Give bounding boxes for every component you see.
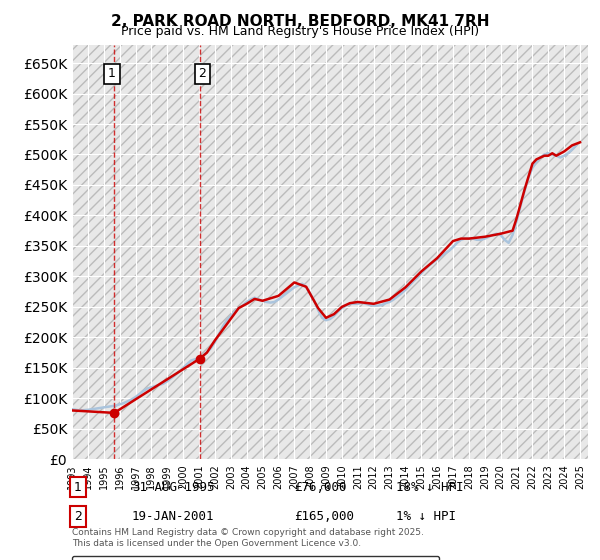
Text: 2: 2 <box>74 510 82 523</box>
Text: 19-JAN-2001: 19-JAN-2001 <box>132 510 215 523</box>
Text: 2, PARK ROAD NORTH, BEDFORD, MK41 7RH: 2, PARK ROAD NORTH, BEDFORD, MK41 7RH <box>111 14 489 29</box>
Text: 1: 1 <box>74 480 82 494</box>
Text: Price paid vs. HM Land Registry's House Price Index (HPI): Price paid vs. HM Land Registry's House … <box>121 25 479 38</box>
Text: 31-AUG-1995: 31-AUG-1995 <box>132 480 215 494</box>
Legend: 2, PARK ROAD NORTH, BEDFORD, MK41 7RH (detached house), HPI: Average price, deta: 2, PARK ROAD NORTH, BEDFORD, MK41 7RH (d… <box>72 556 439 560</box>
Text: 18% ↓ HPI: 18% ↓ HPI <box>396 480 464 494</box>
Text: 2: 2 <box>198 67 206 80</box>
Text: £76,000: £76,000 <box>294 480 347 494</box>
Text: 1% ↓ HPI: 1% ↓ HPI <box>396 510 456 523</box>
Text: 1: 1 <box>108 67 116 80</box>
Text: £165,000: £165,000 <box>294 510 354 523</box>
Text: Contains HM Land Registry data © Crown copyright and database right 2025.
This d: Contains HM Land Registry data © Crown c… <box>72 528 424 548</box>
